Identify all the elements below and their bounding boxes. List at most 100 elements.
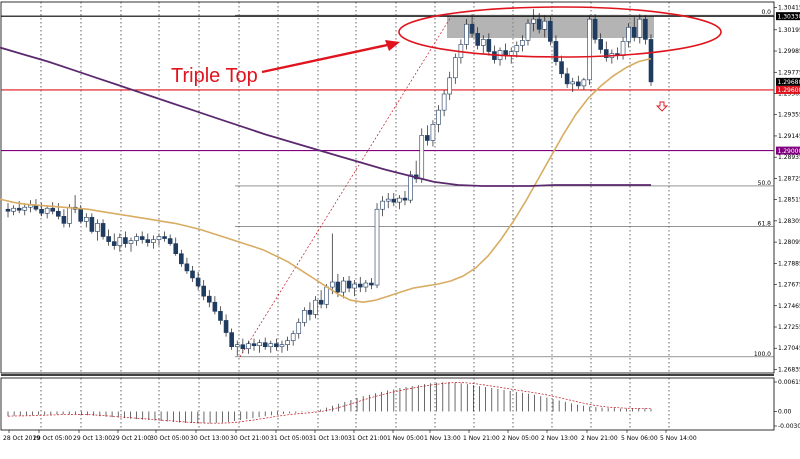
candle-bullish — [385, 198, 391, 202]
candle-bearish — [16, 207, 22, 211]
candle-bullish — [83, 217, 89, 222]
candle-bearish — [145, 239, 151, 243]
candle-bearish — [111, 241, 117, 246]
candle-bearish — [123, 237, 128, 244]
candle-bearish — [469, 23, 475, 34]
time-axis-tick-label: 2 Nov 21:00 — [581, 435, 618, 442]
candle-bullish — [151, 239, 156, 243]
candle-bearish — [262, 342, 268, 348]
price-axis-tick-label: 1.26835 — [778, 366, 800, 373]
candle-bullish — [397, 197, 402, 203]
triple-top-label: Triple Top — [171, 65, 258, 87]
candle-bullish — [508, 51, 514, 56]
fib-level-label: 0.0 — [761, 9, 771, 16]
candle-bullish — [374, 208, 380, 286]
candle-bearish — [179, 253, 184, 265]
candle-bullish — [290, 333, 296, 341]
price-axis-tick-label: 1.28515 — [778, 197, 800, 204]
candle-bearish — [598, 39, 603, 50]
candle-bullish — [234, 344, 240, 348]
candle-bullish — [95, 223, 100, 232]
candle-bearish — [223, 320, 229, 333]
candle-bearish — [346, 280, 352, 289]
candle-bearish — [56, 210, 61, 217]
macd-panel-frame — [0, 377, 775, 431]
candle-bearish — [184, 263, 190, 272]
candle-bullish — [313, 299, 318, 315]
time-axis-tick-label: 2 Nov 13:00 — [541, 435, 578, 442]
price-axis-tick-label: 1.29355 — [778, 112, 800, 119]
candle-bullish — [581, 79, 587, 87]
candle-bullish — [620, 41, 626, 56]
candle-bearish — [274, 343, 279, 348]
price-label-box — [776, 77, 800, 86]
candle-bearish — [548, 20, 553, 42]
time-axis-tick-label: 30 Oct 21:00 — [230, 435, 269, 442]
candle-bullish — [531, 18, 536, 24]
candle-bullish — [464, 23, 469, 45]
time-axis-tick-label: 5 Nov 06:00 — [621, 435, 658, 442]
candle-bullish — [67, 206, 72, 224]
candle-bearish — [240, 344, 246, 350]
time-axis-tick-label: 30 Oct 05:00 — [150, 435, 189, 442]
candle-bullish — [480, 39, 486, 46]
candle-bullish — [44, 207, 50, 214]
price-axis-tick-label: 1.29145 — [778, 133, 800, 140]
time-axis-tick-label: 30 Oct 13:00 — [190, 435, 229, 442]
price-axis-tick-label: 1.27255 — [778, 324, 800, 331]
candle-bearish — [318, 299, 324, 305]
candle-bearish — [201, 285, 206, 297]
candle-bearish — [553, 41, 559, 62]
candle-bullish — [117, 237, 123, 246]
candle-bullish — [570, 81, 576, 85]
price-axis-tick-label: 1.27045 — [778, 345, 800, 352]
price-axis-tick-label: 1.28935 — [778, 154, 800, 161]
price-axis-tick-label: 1.28305 — [778, 218, 800, 225]
candle-bullish — [11, 207, 16, 212]
candle-bullish — [453, 57, 458, 79]
time-axis-tick-label: 28 Oct 2019 — [3, 435, 40, 442]
time-axis-tick-label: 31 Oct 13:00 — [309, 435, 348, 442]
price-axis-tick-label: 1.29985 — [778, 48, 800, 55]
candle-bullish — [430, 124, 436, 141]
candle-bullish — [22, 206, 28, 211]
candle-bearish — [190, 270, 195, 279]
time-axis-tick-label: 29 Oct 13:00 — [73, 435, 112, 442]
candle-bearish — [564, 73, 570, 85]
time-axis-tick-label: 31 Oct 05:00 — [270, 435, 309, 442]
candle-bearish — [631, 26, 637, 38]
candle-bearish — [100, 223, 106, 237]
candle-bullish — [257, 342, 262, 347]
candle-bearish — [475, 33, 480, 46]
candle-bearish — [536, 18, 542, 30]
candle-bearish — [5, 208, 11, 212]
candle-bullish — [525, 22, 531, 41]
candle-bearish — [39, 208, 44, 214]
candle-bearish — [195, 277, 201, 287]
time-axis-tick-label: 5 Nov 14:00 — [660, 435, 697, 442]
candle-bullish — [447, 77, 453, 95]
candle-bullish — [285, 340, 290, 345]
candle-bearish — [173, 243, 179, 255]
candle-bullish — [128, 240, 134, 244]
candle-bullish — [520, 40, 525, 46]
candle-bearish — [212, 301, 218, 312]
triple-top-arrow-shaft — [261, 42, 393, 74]
price-axis-tick-label: 1.27675 — [778, 282, 800, 289]
price-axis-tick-label: 1.27885 — [778, 260, 800, 267]
price-axis-tick-label: 1.28095 — [778, 239, 800, 246]
candle-bullish — [514, 45, 520, 52]
price-axis-tick-label: 1.27465 — [778, 303, 800, 310]
candle-bearish — [425, 135, 430, 141]
candle-bullish — [324, 286, 330, 305]
candle-bullish — [134, 236, 139, 241]
price-label-text: 1.29680 — [778, 79, 800, 86]
time-axis-tick-label: 2 Nov 05:00 — [502, 435, 539, 442]
price-panel-frame — [0, 1, 775, 374]
candle-bearish — [218, 311, 223, 321]
price-label-text: 1.29600 — [778, 87, 800, 94]
candle-bearish — [592, 18, 598, 40]
candle-bearish — [167, 238, 173, 244]
macd-axis-tick-label: 0.00 — [778, 408, 792, 415]
